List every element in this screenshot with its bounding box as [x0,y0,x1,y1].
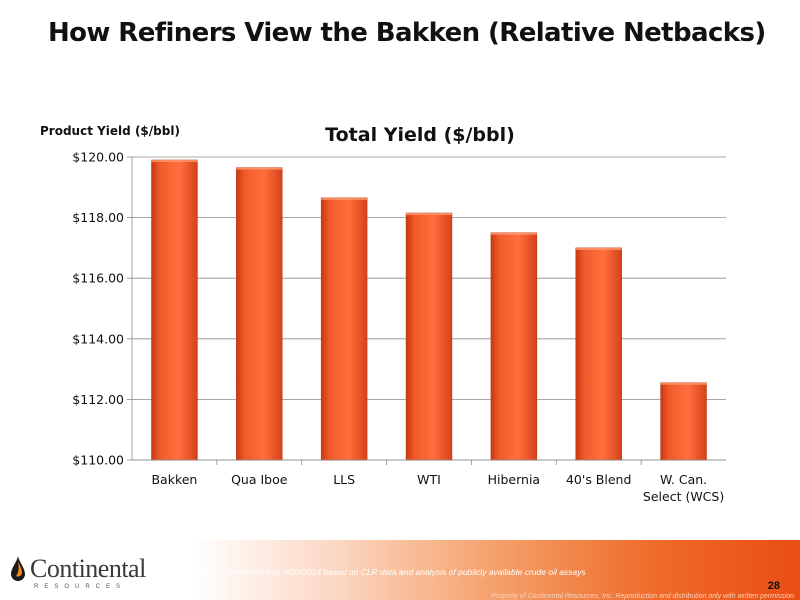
bar-highlight [321,197,368,200]
footer: Continental RESOURCES *NYH Product Price… [0,540,800,600]
bar-highlight [406,213,452,216]
bar [660,382,707,461]
x-tick-label: LLS [333,472,355,487]
copyright-notice: Property of Continental Resources, Inc. … [491,593,794,600]
company-logo-subtext: RESOURCES [34,584,127,590]
y-tick-label: $110.00 [72,453,124,468]
bar-highlight [151,160,198,163]
x-tick-label: Hibernia [488,472,540,487]
page-number: 28 [767,580,780,592]
bar-highlight [490,232,537,235]
company-logo-text: Continental [30,554,146,583]
bar [490,232,538,461]
page-title: How Refiners View the Bakken (Relative N… [48,18,766,48]
bar [151,159,198,461]
y-axis-label: Product Yield ($/bbl) [40,124,180,138]
bar-highlight [660,382,707,385]
y-tick-label: $120.00 [72,150,124,165]
x-tick-label: WTI [417,472,441,487]
y-tick-label: $112.00 [72,392,124,407]
x-tick-label: W. Can. Select (WCS) [643,472,724,504]
bar-highlight [236,167,283,170]
bar [320,197,368,461]
x-tick-label: 40's Blend [566,472,631,487]
chart-title: Total Yield ($/bbl) [325,124,515,146]
bar [405,212,453,461]
y-tick-label: $118.00 [72,210,124,225]
x-tick-label: Bakken [151,472,197,487]
bar [236,167,283,461]
bar-highlight [575,247,622,250]
footnote: *NYH Product Prices 4/30/2014 based on C… [202,567,586,577]
y-tick-label: $116.00 [72,271,124,286]
oil-drop-icon [11,556,25,581]
y-tick-label: $114.00 [72,331,124,346]
x-tick-label: Qua Iboe [231,472,288,487]
bar-chart: $110.00 $112.00 $114.00 $116.00 $118.00 $120.… [72,150,726,504]
bar [575,247,622,461]
